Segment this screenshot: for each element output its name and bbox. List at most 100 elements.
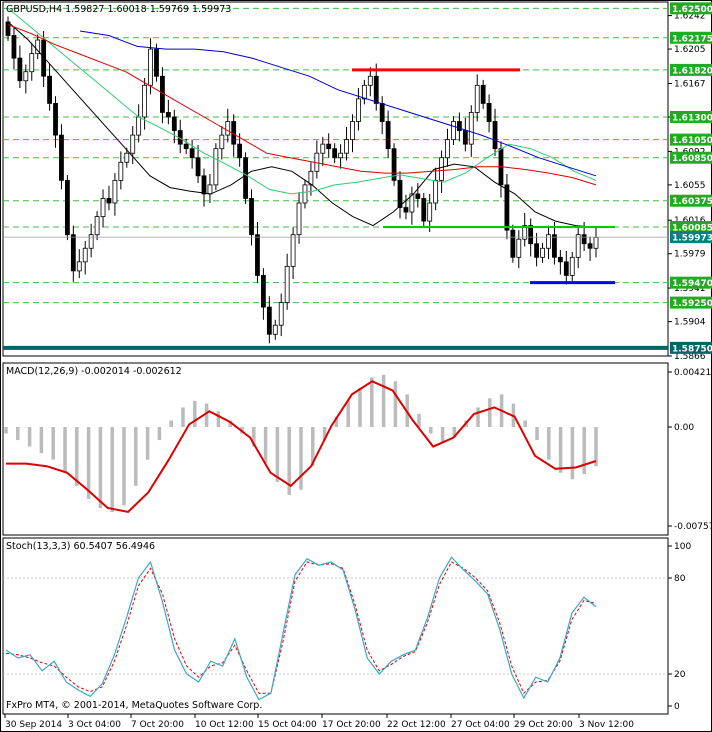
candle-body [154, 48, 159, 77]
x-tick-label: 3 Nov 12:00 [579, 720, 634, 730]
candle-body [462, 130, 468, 145]
candle-body [260, 275, 266, 308]
candle-body [510, 229, 516, 258]
candle-body [53, 103, 58, 136]
moving-average-line [79, 30, 597, 177]
price-panel [2, 1, 669, 357]
candle-body [361, 84, 367, 100]
candle-body [326, 143, 332, 150]
x-tick-label: 3 Oct 04:00 [68, 720, 121, 730]
candle-body [278, 302, 284, 326]
candle-body [112, 179, 118, 204]
candle-body [350, 121, 355, 141]
x-tick-label: 7 Oct 20:00 [131, 720, 184, 730]
candle-body [17, 57, 23, 82]
moving-average-line [7, 21, 597, 228]
x-tick-label: 29 Oct 20:00 [514, 720, 573, 730]
candle-body [29, 53, 35, 73]
level-price-box [670, 276, 712, 289]
candle-body [82, 247, 88, 263]
candle-body [23, 71, 29, 82]
candle-body [11, 35, 17, 59]
candle-body [290, 234, 296, 267]
candle-body [409, 193, 415, 213]
level-price-label: 1.60850 [672, 154, 712, 164]
candle-body [237, 143, 243, 159]
candle-body [433, 179, 439, 204]
y-tick-label: 1.6167 [674, 79, 706, 89]
candle-body [213, 148, 219, 186]
x-tick-label: 10 Oct 12:00 [195, 720, 254, 730]
level-price-label: 1.59470 [672, 279, 712, 289]
level-price-box [670, 63, 712, 76]
candle-body [504, 184, 510, 231]
candle-body [593, 236, 599, 249]
candle-body [356, 98, 361, 122]
candle-body [439, 157, 444, 181]
level-price-label: 1.59250 [672, 299, 712, 309]
candle-body [41, 39, 47, 77]
candle-body [124, 152, 130, 163]
level-price-label: 1.61050 [672, 136, 712, 146]
macd-panel [2, 362, 669, 536]
candle-body [296, 202, 302, 236]
candle-body [5, 21, 11, 36]
candle-body [516, 238, 522, 258]
moving-average-line [7, 24, 597, 186]
candle-body [70, 234, 76, 272]
candle-body [148, 48, 153, 86]
price-panel-title: GBPUSD,H4 1.59827 1.60018 1.59769 1.5997… [6, 4, 231, 15]
candle-body [201, 175, 207, 195]
candle-body [94, 216, 100, 236]
level-price-box [670, 2, 712, 15]
candle-body [219, 134, 225, 150]
candle-body [587, 243, 593, 249]
candle-body [397, 179, 403, 208]
candle-body [308, 170, 314, 186]
candle-body [165, 112, 171, 118]
candle-body [207, 184, 213, 195]
candle-body [581, 234, 587, 245]
candle-body [569, 256, 575, 276]
candle-body [195, 157, 201, 177]
candle-body [118, 161, 124, 181]
candle-body [474, 84, 480, 113]
candle-body [492, 121, 498, 150]
candle-body [243, 157, 248, 199]
level-price-box [670, 194, 712, 207]
candle-body [534, 243, 540, 258]
level-price-label: 1.58750 [672, 344, 712, 354]
level-price-label: 1.62175 [672, 34, 712, 44]
candle-body [552, 234, 557, 258]
x-tick-label: 17 Oct 20:00 [322, 720, 381, 730]
candle-body [379, 103, 385, 122]
level-price-box [670, 31, 712, 44]
candle-body [100, 198, 106, 217]
macd-panel-title: MACD(12,26,9) -0.002014 -0.002612 [6, 366, 182, 377]
level-price-box [670, 341, 712, 354]
candle-body [266, 306, 272, 335]
candle-body [130, 134, 136, 154]
candle-body [47, 75, 52, 104]
candle-body [183, 143, 189, 150]
macd-y-tick-label: 0.004211 [674, 368, 712, 378]
candle-body [88, 234, 94, 249]
candle-body [272, 324, 278, 335]
candle-body [540, 247, 545, 258]
candle-body [106, 198, 112, 204]
candle-body [344, 139, 349, 154]
candle-body [445, 139, 450, 159]
candle-body [189, 148, 195, 159]
candle-body [142, 84, 148, 118]
candle-body [456, 121, 462, 131]
candle-body [367, 75, 373, 86]
candle-body [76, 261, 82, 272]
candle-body [528, 225, 534, 245]
stoch-panel-title: Stoch(13,3,3) 60.5407 56.4946 [6, 541, 155, 552]
candle-body [320, 143, 326, 154]
stoch-signal-line [5, 561, 597, 695]
candle-body [415, 193, 421, 199]
y-tick-label: 1.6242 [674, 12, 706, 22]
candle-body [59, 134, 64, 181]
